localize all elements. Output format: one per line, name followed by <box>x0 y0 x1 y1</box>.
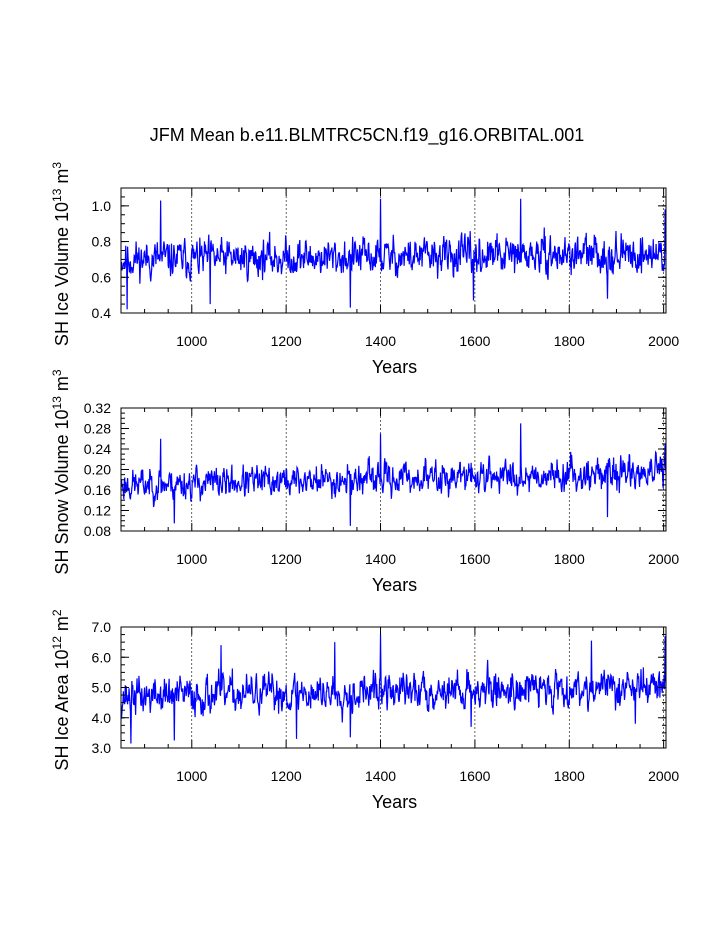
y-tick-label: 0.28 <box>84 421 111 437</box>
x-axis-title: Years <box>372 357 417 377</box>
y-tick-label: 1.0 <box>92 198 112 214</box>
x-tick-label: 1000 <box>176 768 207 784</box>
x-tick-label: 1400 <box>365 333 396 349</box>
y-axis-title: SH Ice Volume 1013 m3 <box>50 162 72 346</box>
y-tick-label: 3.0 <box>92 740 112 756</box>
y-tick-label: 0.32 <box>84 400 111 416</box>
x-tick-label: 1000 <box>176 333 207 349</box>
panel-ice-volume: 1000 1200 1400 1600 1800 2000 0.4 0.6 0.8 1.0 Year… <box>50 162 679 377</box>
y-tick-label: 4.0 <box>92 710 112 726</box>
x-axis-title: Years <box>372 575 417 595</box>
x-tick-label: 2000 <box>648 768 679 784</box>
y-tick-label: 6.0 <box>92 649 112 665</box>
y-tick-label: 0.4 <box>92 305 112 321</box>
x-tick-label: 1600 <box>459 333 490 349</box>
panel-snow-volume: 1000 1200 1400 1600 1800 2000 0.08 0.12 0.16 0.20… <box>50 369 679 595</box>
x-tick-label: 2000 <box>648 551 679 567</box>
x-tick-label: 1000 <box>176 551 207 567</box>
x-tick-label: 1400 <box>365 551 396 567</box>
x-tick-label: 1400 <box>365 768 396 784</box>
x-tick-label: 1200 <box>271 768 302 784</box>
chart-title: JFM Mean b.e11.BLMTRC5CN.f19_g16.ORBITAL… <box>150 125 585 146</box>
x-tick-label: 1800 <box>554 768 585 784</box>
series-line <box>120 423 667 526</box>
y-tick-label: 0.20 <box>84 462 111 478</box>
series-line <box>120 634 667 744</box>
y-tick-label: 0.8 <box>92 234 112 250</box>
x-tick-label: 1800 <box>554 551 585 567</box>
panel-ice-area: 1000 1200 1400 1600 1800 2000 3.0 4.0 5.0 6.0 7.0 Y… <box>50 609 679 812</box>
x-tick-label: 1600 <box>459 551 490 567</box>
y-tick-label: 7.0 <box>92 619 112 635</box>
x-tick-label: 1800 <box>554 333 585 349</box>
y-tick-label: 0.16 <box>84 482 111 498</box>
y-tick-label: 0.08 <box>84 523 111 539</box>
y-tick-label: 0.6 <box>92 269 112 285</box>
x-axis-title: Years <box>372 792 417 812</box>
y-axis-title: SH Ice Area 1012 m2 <box>50 609 72 770</box>
x-tick-label: 2000 <box>648 333 679 349</box>
x-tick-label: 1200 <box>271 551 302 567</box>
y-tick-label: 0.24 <box>84 441 111 457</box>
y-tick-label: 5.0 <box>92 680 112 696</box>
y-tick-label: 0.12 <box>84 503 111 519</box>
x-tick-label: 1600 <box>459 768 490 784</box>
series-line <box>120 198 667 310</box>
x-tick-label: 1200 <box>271 333 302 349</box>
y-axis-title: SH Snow Volume 1013 m3 <box>50 369 72 574</box>
